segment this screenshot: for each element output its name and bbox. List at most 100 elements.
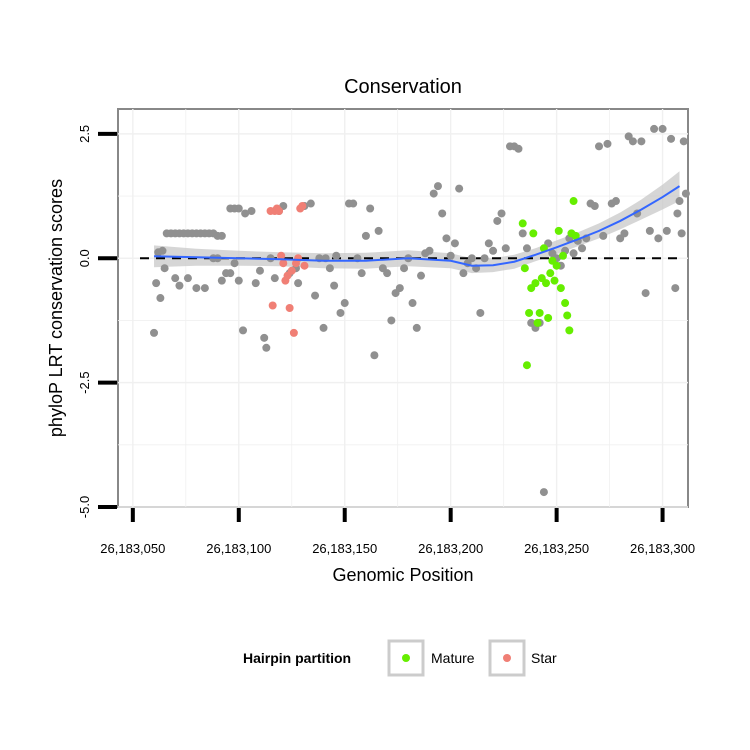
- data-point-other: [357, 269, 366, 278]
- data-point-other: [673, 209, 682, 218]
- chart-title: Conservation: [344, 76, 462, 98]
- data-point-other: [662, 226, 671, 235]
- x-axis: 26,183,050 26,183,100 26,183,150 26,183,200…: [100, 508, 695, 556]
- data-point-other: [654, 234, 663, 243]
- data-point-other: [425, 246, 434, 255]
- data-point-other: [455, 184, 464, 193]
- data-point-mature: [544, 313, 553, 322]
- data-point-other: [578, 244, 587, 253]
- data-point-other: [332, 251, 341, 260]
- data-point-mature: [533, 318, 542, 327]
- x-tick-label: 26,183,200: [418, 541, 483, 556]
- y-tick-label: -2.5: [77, 371, 92, 393]
- data-point-mature: [563, 311, 572, 320]
- data-point-other: [493, 216, 502, 225]
- data-point-other: [234, 276, 243, 285]
- confidence-band-area: [154, 171, 680, 274]
- data-point-other: [230, 259, 239, 268]
- data-point-other: [467, 254, 476, 263]
- data-point-other: [677, 229, 686, 238]
- legend-entry-mature: Mature: [387, 639, 475, 677]
- data-point-other: [501, 244, 510, 253]
- y-axis-label: phyloP LRT conservation scores: [46, 179, 66, 437]
- data-point-star: [277, 251, 286, 260]
- data-point-other: [484, 239, 493, 248]
- legend-label-star: Star: [531, 650, 557, 666]
- data-point-other: [383, 269, 392, 278]
- data-point-mature: [554, 226, 563, 235]
- data-point-other: [417, 271, 426, 280]
- grid: [118, 109, 688, 508]
- data-point-star: [285, 304, 294, 312]
- data-point-other: [175, 281, 184, 290]
- data-point-mature: [565, 326, 574, 335]
- data-point-other: [408, 299, 417, 308]
- data-point-other: [234, 204, 243, 213]
- legend-marker-star: [503, 654, 511, 662]
- data-point-mature: [558, 251, 567, 260]
- data-point-other: [497, 209, 506, 218]
- data-point-mature: [571, 231, 580, 240]
- data-point-mature: [529, 229, 538, 238]
- legend-title: Hairpin partition: [243, 650, 351, 666]
- data-point-other: [603, 139, 612, 148]
- data-point-star: [294, 254, 303, 263]
- data-point-other: [366, 204, 375, 213]
- data-point-mature: [561, 299, 570, 308]
- x-tick-label: 26,183,150: [312, 541, 377, 556]
- data-point-mature: [535, 308, 544, 317]
- data-point-other: [675, 197, 684, 206]
- data-point-star: [298, 202, 307, 211]
- data-point-other: [152, 279, 161, 288]
- x-tick-label: 26,183,250: [524, 541, 589, 556]
- data-point-other: [476, 308, 485, 317]
- data-point-other: [262, 343, 271, 352]
- data-point-other: [340, 299, 349, 308]
- data-point-star: [268, 301, 277, 310]
- data-point-other: [171, 274, 180, 283]
- data-point-other: [620, 229, 629, 238]
- data-point-other: [433, 182, 442, 191]
- data-point-other: [459, 269, 468, 278]
- x-tick-label: 26,183,300: [630, 541, 695, 556]
- data-point-other: [217, 231, 226, 240]
- data-point-other: [217, 276, 226, 285]
- y-tick-label: 2.5: [77, 125, 92, 143]
- data-point-star: [300, 261, 309, 270]
- data-point-other: [349, 199, 358, 208]
- data-point-mature: [542, 279, 551, 288]
- data-point-mature: [569, 197, 578, 206]
- data-point-other: [489, 246, 498, 255]
- data-point-other: [183, 274, 192, 283]
- data-point-mature: [546, 269, 555, 278]
- data-point-other: [387, 316, 396, 325]
- data-point-other: [158, 246, 167, 255]
- data-point-other: [671, 284, 680, 293]
- smooth-line: [153, 185, 681, 267]
- data-point-other: [226, 269, 235, 278]
- data-point-other: [446, 251, 455, 260]
- data-point-other: [241, 209, 250, 218]
- data-point-other: [650, 124, 659, 133]
- data-point-other: [429, 189, 438, 198]
- data-point-other: [522, 244, 531, 253]
- data-point-other: [306, 199, 315, 208]
- data-point-mature: [552, 261, 561, 270]
- data-point-other: [628, 137, 637, 146]
- data-point-other: [681, 189, 690, 198]
- data-point-other: [599, 231, 608, 240]
- confidence-band: [154, 171, 680, 274]
- data-point-other: [637, 137, 646, 146]
- data-point-star: [279, 259, 288, 268]
- data-point-mature: [531, 279, 540, 288]
- data-point-other: [480, 254, 489, 263]
- data-point-other: [370, 351, 379, 360]
- data-point-other: [641, 289, 650, 298]
- data-point-star: [287, 266, 296, 275]
- data-point-mature: [520, 264, 529, 273]
- smooth-trend-line: [153, 185, 681, 267]
- data-point-other: [374, 226, 383, 235]
- data-point-other: [247, 206, 256, 215]
- data-point-other: [156, 294, 165, 303]
- legend-marker-mature: [402, 654, 410, 662]
